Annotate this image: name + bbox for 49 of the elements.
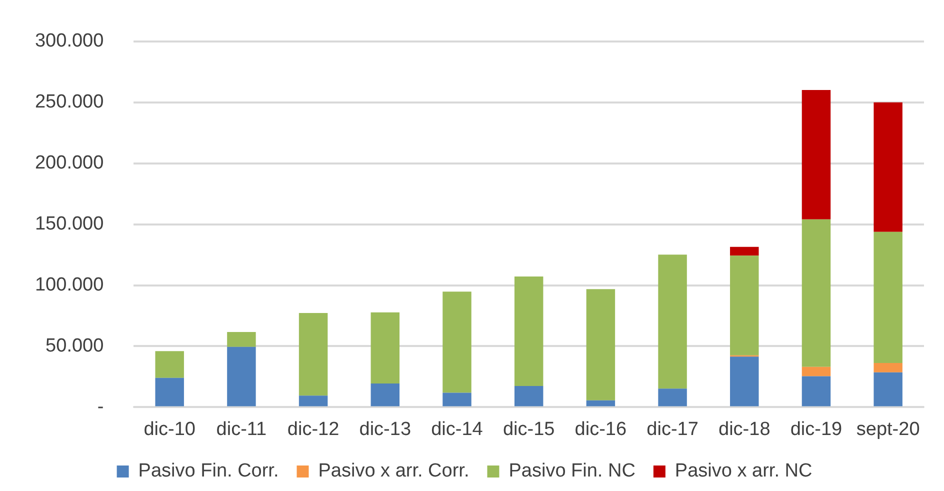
bar	[586, 400, 616, 406]
bar	[874, 372, 902, 406]
x-tick-label: dic-14	[431, 418, 484, 440]
bar	[730, 356, 759, 406]
legend-label: Pasivo x arr. NC	[674, 460, 812, 482]
bar	[442, 292, 472, 393]
bar	[370, 312, 400, 384]
bar	[730, 246, 759, 256]
bar	[155, 351, 184, 378]
x-tick-label: dic-19	[790, 418, 842, 440]
bar	[874, 102, 902, 232]
bar	[155, 378, 184, 406]
bar	[730, 256, 759, 356]
y-tick-label: 100.000	[34, 274, 104, 296]
y-tick-label: 50.000	[46, 335, 104, 356]
legend-label: Pasivo Fin. Corr.	[138, 460, 279, 482]
x-tick-label: dic-13	[359, 418, 412, 440]
bar	[658, 388, 687, 406]
y-tick-label: 200.000	[34, 152, 104, 174]
y-tick-label: 250.000	[34, 92, 104, 113]
bar	[802, 376, 831, 406]
bar	[514, 386, 544, 406]
legend-label: Pasivo x arr. Corr.	[318, 460, 470, 482]
bar	[442, 392, 472, 406]
bar	[802, 366, 831, 376]
legend-label: Pasivo Fin. NC	[508, 460, 636, 482]
bar	[298, 312, 328, 396]
bar	[514, 276, 544, 386]
x-tick-label: dic-17	[646, 418, 698, 440]
x-tick-label: sept-20	[856, 418, 920, 440]
y-tick-label: 300.000	[34, 30, 104, 52]
bar	[874, 232, 902, 363]
x-tick-label: dic-12	[287, 418, 340, 440]
bar	[298, 396, 328, 406]
y-tick-label: 150.000	[34, 214, 104, 235]
bar	[227, 346, 256, 406]
x-tick-label: dic-18	[718, 418, 770, 440]
bar	[802, 90, 831, 220]
bar	[658, 254, 687, 389]
bar	[370, 384, 400, 406]
x-tick-label: dic-15	[502, 418, 555, 440]
bar	[586, 289, 616, 400]
x-tick-label: dic-10	[144, 418, 196, 440]
x-tick-label: dic-16	[574, 418, 627, 440]
bar	[802, 219, 831, 367]
y-tick-label: -	[97, 396, 104, 418]
bar	[227, 332, 256, 347]
x-tick-label: dic-11	[216, 418, 267, 440]
bar	[874, 362, 902, 372]
